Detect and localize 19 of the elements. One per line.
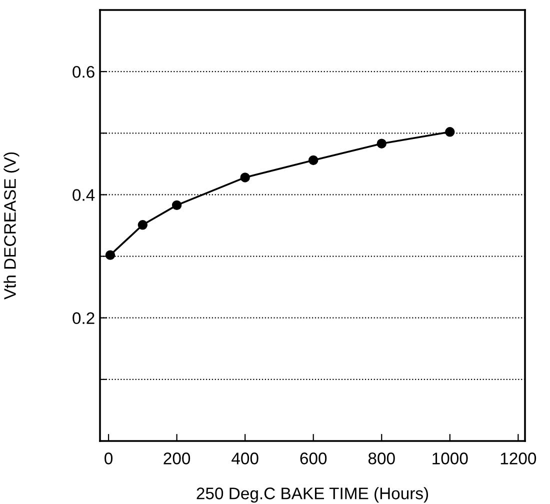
x-axis-title: 250 Deg.C BAKE TIME (Hours) <box>196 487 428 503</box>
point <box>138 220 148 230</box>
x-tick-label: 1200 <box>500 452 536 464</box>
x-tick-label: 800 <box>368 452 395 464</box>
x-tick-label: 200 <box>164 452 190 464</box>
point <box>240 172 250 182</box>
point <box>376 138 386 148</box>
point <box>172 200 182 210</box>
x-tick-label: 400 <box>232 452 258 464</box>
point <box>105 250 116 260</box>
x-tick-label: 1000 <box>432 452 468 464</box>
x-tick-label: 0 <box>104 452 113 464</box>
y-tick-label: 0.4 <box>72 189 95 201</box>
point <box>308 155 318 166</box>
point <box>445 127 455 137</box>
x-tick-label: 600 <box>300 452 327 464</box>
y-axis-title: Vth DECREASE (V) <box>4 152 20 300</box>
y-tick-label: 0.6 <box>72 66 94 78</box>
y-tick-label: 0.2 <box>72 312 94 324</box>
